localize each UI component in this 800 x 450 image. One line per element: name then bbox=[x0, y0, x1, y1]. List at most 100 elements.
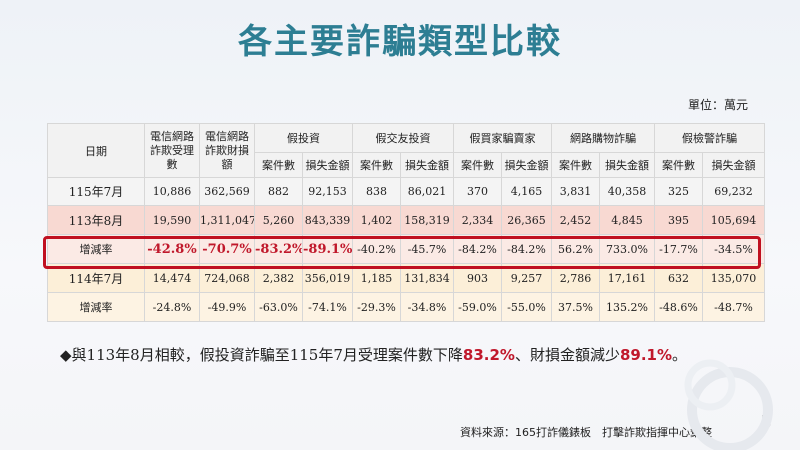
table-cell: 135,070 bbox=[702, 263, 765, 293]
row-label: 113年8月 bbox=[47, 205, 145, 235]
row-label: 114年7月 bbox=[47, 263, 145, 293]
table-cell: -70.7% bbox=[199, 234, 255, 264]
row-114-07: 114年7月 14,474 724,068 2,382 356,019 1,185 131,… bbox=[47, 263, 765, 293]
table-cell: 1,402 bbox=[352, 205, 401, 235]
table-cell: -59.0% bbox=[453, 292, 502, 322]
table-cell: 2,452 bbox=[551, 205, 600, 235]
table-cell: 9,257 bbox=[501, 263, 552, 293]
row-label: 增減率 bbox=[47, 292, 145, 322]
table-cell: 131,834 bbox=[400, 263, 454, 293]
table-cell: 325 bbox=[654, 177, 703, 206]
table-cell: -49.9% bbox=[199, 292, 255, 322]
table-cell: -48.7% bbox=[702, 292, 765, 322]
table-cell: 19,590 bbox=[144, 205, 200, 235]
group-header: 網路購物詐騙 bbox=[551, 123, 655, 153]
statement-highlight: 83.2% bbox=[462, 346, 515, 364]
statement-text: 、財損金額減少 bbox=[514, 346, 620, 364]
summary-statement: ◆與113年8月相較，假投資詐騙至115年7月受理案件數下降83.2%、財損金額… bbox=[60, 344, 687, 365]
sub-header-loss: 損失金額 bbox=[599, 152, 655, 178]
row-113-08: 113年8月 19,590 1,311,047 5,260 843,339 1,402 15… bbox=[47, 205, 765, 235]
sub-header-cases: 案件數 bbox=[352, 152, 401, 178]
sub-header-loss: 損失金額 bbox=[400, 152, 454, 178]
table-cell: 724,068 bbox=[199, 263, 255, 293]
table-cell: 56.2% bbox=[551, 234, 600, 264]
group-header: 假檢警詐騙 bbox=[654, 123, 765, 153]
sub-header-loss: 損失金額 bbox=[501, 152, 552, 178]
table-cell: -34.8% bbox=[400, 292, 454, 322]
table-cell: 882 bbox=[254, 177, 303, 206]
sub-header-loss: 損失金額 bbox=[302, 152, 353, 178]
table-cell: 2,786 bbox=[551, 263, 600, 293]
table-cell: 26,365 bbox=[501, 205, 552, 235]
table-cell: 10,886 bbox=[144, 177, 200, 206]
table-cell: 158,319 bbox=[400, 205, 454, 235]
row-115-07: 115年7月 10,886 362,569 882 92,153 838 86,021 370… bbox=[47, 177, 765, 206]
row-label: 增減率 bbox=[47, 234, 145, 264]
table-cell: 17,161 bbox=[599, 263, 655, 293]
table-cell: 2,382 bbox=[254, 263, 303, 293]
table-cell: -40.2% bbox=[352, 234, 401, 264]
table-cell: 2,334 bbox=[453, 205, 502, 235]
table-cell: 838 bbox=[352, 177, 401, 206]
table-cell: 69,232 bbox=[702, 177, 765, 206]
row-label: 115年7月 bbox=[47, 177, 145, 206]
table-cell: 733.0% bbox=[599, 234, 655, 264]
group-header: 假買家騙賣家 bbox=[453, 123, 552, 153]
comparison-table: 日期 電信網路詐欺受理數 電信網路詐欺財損額 假投資 假交友投資 假買家騙賣家 … bbox=[47, 123, 765, 322]
table-cell: 86,021 bbox=[400, 177, 454, 206]
comparison-table-container: 日期 電信網路詐欺受理數 電信網路詐欺財損額 假投資 假交友投資 假買家騙賣家 … bbox=[47, 123, 765, 324]
sub-header-cases: 案件數 bbox=[551, 152, 600, 178]
table-cell: -84.2% bbox=[453, 234, 502, 264]
row-change-rate-2: 增減率 -24.8% -49.9% -63.0% -74.1% -29.3% -34.8% -… bbox=[47, 292, 765, 322]
table-cell: 14,474 bbox=[144, 263, 200, 293]
sub-header-loss: 損失金額 bbox=[702, 152, 765, 178]
page-number: 5 bbox=[760, 412, 772, 433]
table-cell: -63.0% bbox=[254, 292, 303, 322]
table-cell: 92,153 bbox=[302, 177, 353, 206]
table-cell: 105,694 bbox=[702, 205, 765, 235]
page-title: 各主要詐騙類型比較 bbox=[238, 22, 562, 62]
table-cell: -84.2% bbox=[501, 234, 552, 264]
table-cell: 903 bbox=[453, 263, 502, 293]
date-header: 日期 bbox=[47, 123, 145, 178]
row-change-rate-1: 增減率 -42.8% -70.7% -83.2% -89.1% -40.2% -45.7% -… bbox=[47, 234, 765, 264]
statement-text: ◆與113年8月相較，假投資詐騙至115年7月受理案件數下降 bbox=[60, 346, 463, 364]
group-header: 假投資 bbox=[254, 123, 353, 153]
table-cell: 370 bbox=[453, 177, 502, 206]
table-cell: 356,019 bbox=[302, 263, 353, 293]
table-cell: 40,358 bbox=[599, 177, 655, 206]
table-cell: -55.0% bbox=[501, 292, 552, 322]
table-cell: 37.5% bbox=[551, 292, 600, 322]
table-cell: -17.7% bbox=[654, 234, 703, 264]
table-cell: -34.5% bbox=[702, 234, 765, 264]
table-cell: 843,339 bbox=[302, 205, 353, 235]
sub-header-cases: 案件數 bbox=[453, 152, 502, 178]
table-cell: -48.6% bbox=[654, 292, 703, 322]
table-cell: 1,311,047 bbox=[199, 205, 255, 235]
table-cell: -29.3% bbox=[352, 292, 401, 322]
table-cell: 1,185 bbox=[352, 263, 401, 293]
table-cell: 5,260 bbox=[254, 205, 303, 235]
sub-header-cases: 案件數 bbox=[654, 152, 703, 178]
table-cell: -45.7% bbox=[400, 234, 454, 264]
table-cell: 4,165 bbox=[501, 177, 552, 206]
telecom-loss-header: 電信網路詐欺財損額 bbox=[199, 123, 255, 178]
table-cell: -89.1% bbox=[302, 234, 353, 264]
unit-label: 單位：萬元 bbox=[687, 98, 748, 112]
statement-text: 。 bbox=[672, 346, 688, 364]
table-cell: -83.2% bbox=[254, 234, 303, 264]
table-body: 115年7月 10,886 362,569 882 92,153 838 86,021 370… bbox=[47, 177, 765, 322]
table-cell: 632 bbox=[654, 263, 703, 293]
table-cell: 395 bbox=[654, 205, 703, 235]
table-cell: 3,831 bbox=[551, 177, 600, 206]
header-row-1: 日期 電信網路詐欺受理數 電信網路詐欺財損額 假投資 假交友投資 假買家騙賣家 … bbox=[47, 123, 765, 178]
header-row-2: 案件數 損失金額 案件數 損失金額 案件數 損失金額 案件數 損失金額 案件數 … bbox=[48, 152, 765, 178]
table-cell: 4,845 bbox=[599, 205, 655, 235]
telecom-cases-header: 電信網路詐欺受理數 bbox=[144, 123, 200, 178]
sub-header-cases: 案件數 bbox=[254, 152, 303, 178]
source-note: 資料來源：165打詐儀錶板 打擊詐欺指揮中心彙整 bbox=[460, 426, 712, 439]
group-header: 假交友投資 bbox=[352, 123, 454, 153]
table-cell: -74.1% bbox=[302, 292, 353, 322]
statement-highlight: 89.1% bbox=[619, 346, 672, 364]
table-cell: -24.8% bbox=[144, 292, 200, 322]
